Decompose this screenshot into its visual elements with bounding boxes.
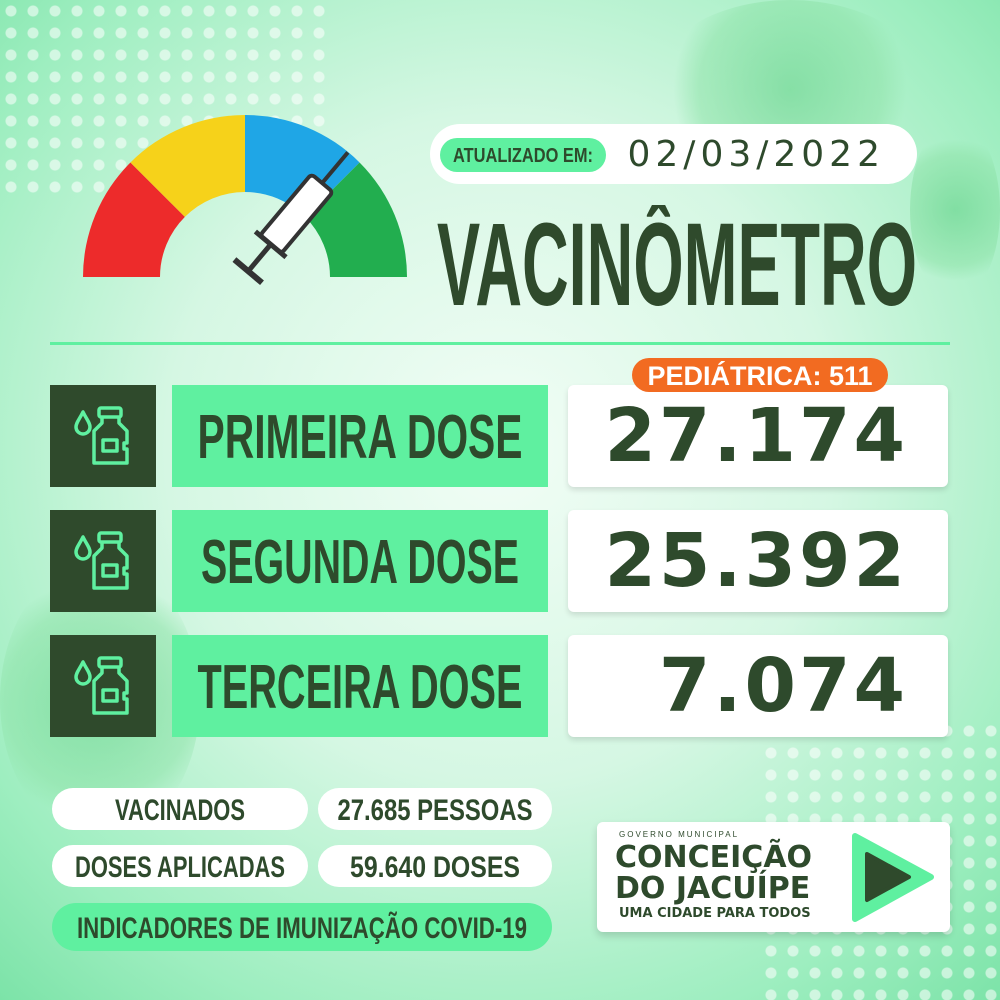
vaccinated-label: VACINADOS	[52, 788, 308, 830]
gauge-segment	[130, 115, 245, 217]
pediatric-badge-text: PEDIÁTRICA: 511	[648, 360, 873, 391]
dose-value: 27.174	[568, 385, 948, 487]
pediatric-badge: PEDIÁTRICA: 511	[632, 358, 888, 392]
updated-label-text: ATUALIZADO EM:	[453, 145, 593, 167]
dose-value-text: 25.392	[604, 518, 908, 604]
logo-top-text: GOVERNO MUNICIPAL	[619, 830, 740, 839]
dose-label-text: TERCEIRA DOSE	[198, 653, 523, 722]
doses-applied-label: DOSES APLICADAS	[52, 845, 308, 887]
dose-label-text: SEGUNDA DOSE	[201, 528, 519, 597]
page-title-text: VACINÔMETRO	[437, 205, 917, 315]
logo-tagline: UMA CIDADE PARA TODOS	[619, 906, 811, 921]
footer-caption: INDICADORES DE IMUNIZAÇÃO COVID-19	[52, 903, 552, 951]
doses-applied-value-text: 59.640 DOSES	[350, 851, 520, 884]
virus-decoration	[910, 120, 1000, 300]
municipality-logo: GOVERNO MUNICIPAL CONCEIÇÃO DO JACUÍPE U…	[597, 822, 950, 932]
vaccine-vial-icon	[50, 385, 156, 487]
vaccinated-value: 27.685 PESSOAS	[318, 788, 552, 830]
gauge-segment	[245, 115, 360, 217]
logo-name: CONCEIÇÃO DO JACUÍPE	[615, 842, 845, 904]
vaccine-vial-icon	[50, 635, 156, 737]
vaccine-vial-icon	[50, 510, 156, 612]
dose-value-text: 27.174	[604, 393, 908, 479]
dose-label: PRIMEIRA DOSE	[172, 385, 548, 487]
gauge-segment	[83, 162, 185, 277]
syringe-icon	[232, 151, 350, 286]
footer-caption-text: INDICADORES DE IMUNIZAÇÃO COVID-19	[77, 911, 527, 945]
doses-applied-value: 59.640 DOSES	[318, 845, 552, 887]
vaccinated-value-text: 27.685 PESSOAS	[338, 794, 533, 827]
divider	[50, 342, 950, 345]
dose-value: 25.392	[568, 510, 948, 612]
doses-applied-label-text: DOSES APLICADAS	[75, 851, 285, 884]
updated-label: ATUALIZADO EM:	[440, 138, 606, 172]
logo-name-line2: DO JACUÍPE	[615, 871, 811, 906]
gauge-segment	[305, 162, 407, 277]
dose-label-text: PRIMEIRA DOSE	[198, 403, 523, 472]
play-icon	[852, 833, 934, 922]
vaccine-gauge	[83, 115, 407, 286]
page-title: VACINÔMETRO	[425, 205, 930, 315]
logo-name-line1: CONCEIÇÃO	[615, 840, 813, 875]
dose-value: 7.074	[568, 635, 948, 737]
dose-label: TERCEIRA DOSE	[172, 635, 548, 737]
dose-value-text: 7.074	[658, 643, 908, 729]
date-text: 02/03/2022	[627, 133, 885, 175]
vaccinated-label-text: VACINADOS	[115, 794, 245, 827]
dose-label: SEGUNDA DOSE	[172, 510, 548, 612]
